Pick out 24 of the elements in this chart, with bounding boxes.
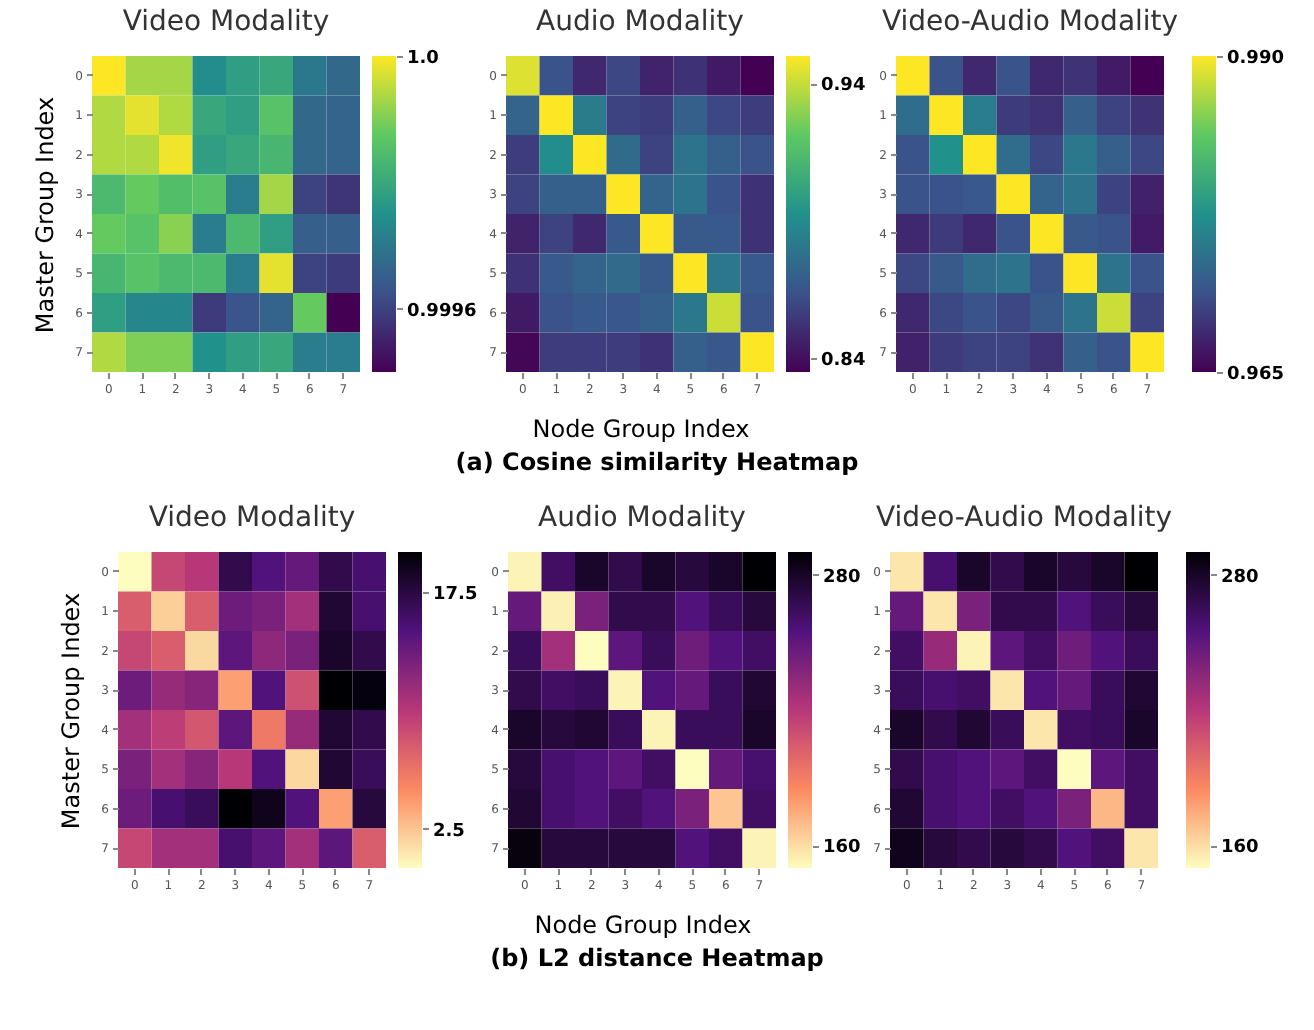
color-bar-label: 280 (1220, 567, 1258, 588)
color-bar-label: 0.990 (1226, 49, 1283, 69)
color-bar-label: 0.94 (820, 76, 865, 97)
color-bar-label: 1.0 (406, 49, 438, 69)
chart-title: Video-Audio Modality (874, 502, 1172, 534)
color-bar-label: 0.84 (820, 351, 865, 372)
y-axis-title: Master Group Index (56, 592, 85, 830)
chart-title: Audio Modality (535, 6, 743, 38)
color-bar-label: 17.5 (432, 584, 477, 605)
text: (a) Cosine similarity Heatmap (453, 448, 861, 476)
chart-title: Video Modality (147, 502, 355, 534)
chart-title: Video Modality (121, 6, 329, 38)
color-bar-label: 0.9996 (406, 301, 476, 322)
chart-title: Audio Modality (537, 502, 745, 534)
color-bar-label: 0.965 (1226, 365, 1283, 385)
chart-title: Video-Audio Modality (880, 6, 1178, 38)
x-axis-title: Node Group Index (531, 415, 749, 443)
color-bar-label: 280 (822, 567, 860, 588)
color-bar-label: 160 (1220, 838, 1258, 859)
text: (b) L2 distance Heatmap (488, 944, 826, 972)
x-axis-title: Node Group Index (533, 911, 751, 939)
color-bar-label: 2.5 (432, 821, 464, 842)
y-axis-title: Master Group Index (30, 96, 59, 334)
color-bar-label: 160 (822, 838, 860, 859)
